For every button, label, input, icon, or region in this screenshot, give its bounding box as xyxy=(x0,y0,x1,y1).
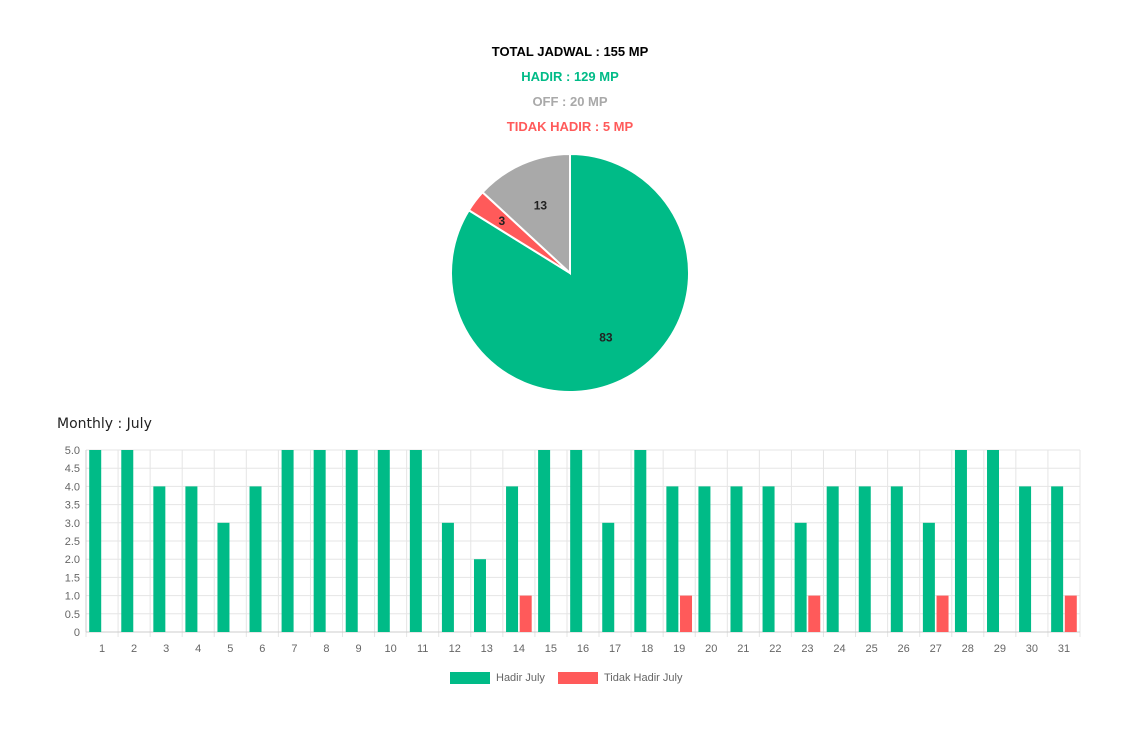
bar-hadir-day-2[interactable] xyxy=(121,450,134,632)
y-tick-label: 0.5 xyxy=(65,609,80,621)
x-tick-label: 21 xyxy=(737,643,749,655)
off-summary-label: OFF : 20 MP xyxy=(532,94,608,109)
x-tick-label: 20 xyxy=(705,643,717,655)
pie-label-off: 13 xyxy=(534,198,548,212)
x-tick-label: 10 xyxy=(384,643,396,655)
pie-slice-off[interactable] xyxy=(481,152,571,276)
x-tick-label: 3 xyxy=(163,643,169,655)
bar-hadir-day-1[interactable] xyxy=(89,450,102,632)
bar-hadir-day-18[interactable] xyxy=(634,450,647,632)
x-tick-label: 7 xyxy=(291,643,297,655)
y-tick-label: 0 xyxy=(74,627,80,639)
bar-hadir-day-23[interactable] xyxy=(794,522,807,632)
bar-hadir-day-3[interactable] xyxy=(153,486,166,632)
legend-hadir-label: Hadir July xyxy=(496,672,545,684)
x-tick-label: 4 xyxy=(195,643,201,655)
y-tick-label: 1.0 xyxy=(65,591,80,603)
bar-hadir-day-9[interactable] xyxy=(345,450,358,632)
x-tick-label: 29 xyxy=(994,643,1006,655)
x-tick-label: 27 xyxy=(930,643,942,655)
x-tick-label: 17 xyxy=(609,643,621,655)
bar-hadir-day-28[interactable] xyxy=(954,450,967,632)
bar-hadir-day-30[interactable] xyxy=(1019,486,1032,632)
bar-hadir-day-6[interactable] xyxy=(249,486,262,632)
bar-hadir-day-19[interactable] xyxy=(666,486,679,632)
bar-hadir-day-20[interactable] xyxy=(698,486,711,632)
monthly-bar-chart: 00.51.01.52.02.53.03.54.04.55.01 2 3 4 5 6 7 8 9… xyxy=(65,445,1081,655)
pie-label-tidak-hadir: 3 xyxy=(498,214,505,228)
bar-tidak-hadir-day-31[interactable] xyxy=(1064,595,1077,632)
bar-hadir-day-10[interactable] xyxy=(377,450,390,632)
bar-hadir-day-24[interactable] xyxy=(826,486,839,632)
attendance-pie-chart: 83 3 13 xyxy=(450,152,690,393)
x-tick-label: 6 xyxy=(259,643,265,655)
y-tick-label: 3.5 xyxy=(65,500,80,512)
monthly-title: Monthly : July xyxy=(57,416,152,432)
x-tick-label: 16 xyxy=(577,643,589,655)
x-tick-label: 1 xyxy=(99,643,105,655)
bar-hadir-day-15[interactable] xyxy=(538,450,551,632)
legend-hadir-swatch xyxy=(450,672,490,684)
x-tick-label: 15 xyxy=(545,643,557,655)
legend-tidak-hadir-label: Tidak Hadir July xyxy=(604,672,683,684)
bar-hadir-day-31[interactable] xyxy=(1051,486,1064,632)
x-tick-label: 25 xyxy=(865,643,877,655)
total-jadwal-label: TOTAL JADWAL : 155 MP xyxy=(491,44,649,59)
x-tick-label: 11 xyxy=(417,643,428,655)
hadir-summary-label: HADIR : 129 MP xyxy=(521,69,619,84)
tidak-hadir-summary-label: TIDAK HADIR : 5 MP xyxy=(506,119,634,134)
bar-tidak-hadir-day-14[interactable] xyxy=(519,595,532,632)
bar-hadir-day-14[interactable] xyxy=(506,486,519,632)
bar-tidak-hadir-day-27[interactable] xyxy=(936,595,949,632)
x-tick-label: 2 xyxy=(131,643,137,655)
bar-hadir-day-26[interactable] xyxy=(890,486,903,632)
x-tick-label: 26 xyxy=(898,643,910,655)
bar-hadir-day-27[interactable] xyxy=(922,522,935,632)
pie-label-hadir: 83 xyxy=(599,330,613,344)
x-tick-label: 8 xyxy=(323,643,329,655)
bar-hadir-day-7[interactable] xyxy=(281,450,294,632)
x-tick-label: 24 xyxy=(833,643,845,655)
x-tick-label: 5 xyxy=(227,643,233,655)
bar-hadir-day-17[interactable] xyxy=(602,522,615,632)
x-tick-label: 14 xyxy=(513,643,525,655)
x-tick-label: 18 xyxy=(641,643,653,655)
bar-hadir-day-11[interactable] xyxy=(409,450,422,632)
bar-hadir-day-25[interactable] xyxy=(858,486,871,632)
y-tick-label: 4.5 xyxy=(65,463,80,475)
bar-hadir-day-22[interactable] xyxy=(762,486,775,632)
y-tick-label: 3.0 xyxy=(65,518,80,530)
bar-tidak-hadir-day-23[interactable] xyxy=(808,595,821,632)
legend-tidak-hadir[interactable]: Tidak Hadir July xyxy=(558,671,682,685)
x-tick-label: 9 xyxy=(355,643,361,655)
bar-hadir-day-8[interactable] xyxy=(313,450,326,632)
bar-hadir-day-29[interactable] xyxy=(987,450,1000,632)
y-tick-label: 1.5 xyxy=(65,572,80,584)
x-tick-label: 19 xyxy=(673,643,685,655)
x-tick-label: 12 xyxy=(449,643,461,655)
y-tick-label: 2.0 xyxy=(65,554,80,566)
y-tick-label: 4.0 xyxy=(65,481,80,493)
x-tick-label: 23 xyxy=(801,643,813,655)
y-tick-label: 5.0 xyxy=(65,445,80,457)
bar-hadir-day-12[interactable] xyxy=(441,522,454,632)
legend-tidak-hadir-swatch xyxy=(558,672,598,684)
bar-hadir-day-21[interactable] xyxy=(730,486,743,632)
bar-hadir-day-5[interactable] xyxy=(217,522,230,632)
y-tick-label: 2.5 xyxy=(65,536,80,548)
x-tick-label: 22 xyxy=(769,643,781,655)
x-tick-label: 30 xyxy=(1026,643,1038,655)
bar-tidak-hadir-day-19[interactable] xyxy=(680,595,693,632)
x-tick-label: 28 xyxy=(962,643,974,655)
bar-hadir-day-16[interactable] xyxy=(570,450,583,632)
bar-hadir-day-13[interactable] xyxy=(473,559,486,632)
x-tick-label: 31 xyxy=(1058,643,1070,655)
legend-hadir[interactable]: Hadir July xyxy=(450,671,545,685)
x-tick-label: 13 xyxy=(481,643,493,655)
bar-hadir-day-4[interactable] xyxy=(185,486,198,632)
